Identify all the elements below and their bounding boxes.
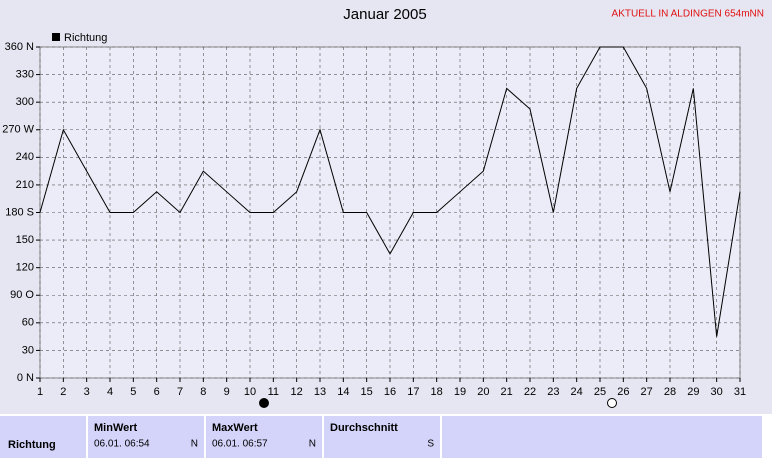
x-tick-label: 21 <box>501 386 513 398</box>
y-tick-label: 210 <box>16 179 34 191</box>
line <box>39 46 741 337</box>
x-tick-label: 31 <box>734 386 746 398</box>
x-tick-label: 12 <box>291 386 303 398</box>
moon-full <box>607 398 617 408</box>
table-cell <box>324 416 440 458</box>
x-tick-label: 30 <box>711 386 723 398</box>
x-tick-label: 16 <box>384 386 396 398</box>
y-tick-label: 90 O <box>10 289 34 301</box>
y-tick-label: 120 <box>16 262 34 274</box>
table-cell <box>442 416 762 458</box>
x-tick-label: 2 <box>60 386 66 398</box>
x-tick-label: 1 <box>37 386 43 398</box>
legend-swatch <box>52 33 60 41</box>
x-tick-label: 26 <box>617 386 629 398</box>
x-tick-label: 5 <box>130 386 136 398</box>
x-tick-label: 4 <box>107 386 113 398</box>
y-tick-label: 360 N <box>5 41 34 53</box>
y-tick-label: 300 <box>16 96 34 108</box>
x-tick-label: 22 <box>524 386 536 398</box>
annotation: AKTUELL IN ALDINGEN 654mNN <box>612 9 764 20</box>
chart-title: Januar 2005 <box>343 6 426 23</box>
cell-time: 06.01. 06:57 <box>212 439 268 450</box>
legend-label: Richtung <box>64 32 107 44</box>
x-tick-label: 20 <box>477 386 489 398</box>
row-label: Richtung <box>8 439 56 451</box>
x-tick-label: 10 <box>244 386 256 398</box>
y-tick-label: 330 <box>16 68 34 80</box>
y-tick-label: 30 <box>22 344 34 356</box>
x-tick-label: 29 <box>687 386 699 398</box>
table-cell <box>0 416 86 458</box>
x-tick-label: 19 <box>454 386 466 398</box>
x-tick-label: 25 <box>594 386 606 398</box>
x-tick-label: 3 <box>84 386 90 398</box>
x-tick-label: 15 <box>361 386 373 398</box>
x-tick-label: 7 <box>177 386 183 398</box>
column-header: MinWert <box>94 422 138 434</box>
cell-value: S <box>427 439 434 450</box>
y-tick-label: 270 W <box>2 124 34 136</box>
y-tick-label: 240 <box>16 151 34 163</box>
cell-time: 06.01. 06:54 <box>94 439 150 450</box>
y-tick-label: 60 <box>22 317 34 329</box>
cell-value: N <box>309 439 316 450</box>
x-tick-label: 11 <box>268 386 279 398</box>
column-header: Durchschnitt <box>330 422 398 434</box>
x-tick-label: 13 <box>314 386 326 398</box>
x-tick-label: 28 <box>664 386 676 398</box>
table-cell <box>88 416 204 458</box>
y-tick-label: 150 <box>16 234 34 246</box>
x-tick-label: 18 <box>431 386 443 398</box>
moon-new <box>259 398 269 408</box>
x-tick-label: 14 <box>337 386 349 398</box>
x-tick-label: 9 <box>224 386 230 398</box>
cell-value: N <box>191 439 198 450</box>
y-tick-label: 180 S <box>5 206 34 218</box>
x-tick-label: 23 <box>547 386 559 398</box>
table-cell <box>206 416 322 458</box>
x-tick-label: 8 <box>200 386 206 398</box>
x-tick-label: 24 <box>571 386 583 398</box>
x-tick-label: 17 <box>407 386 419 398</box>
y-tick-label: 0 N <box>17 372 34 384</box>
x-tick-label: 6 <box>154 386 160 398</box>
column-header: MaxWert <box>212 422 258 434</box>
x-tick-label: 27 <box>641 386 653 398</box>
